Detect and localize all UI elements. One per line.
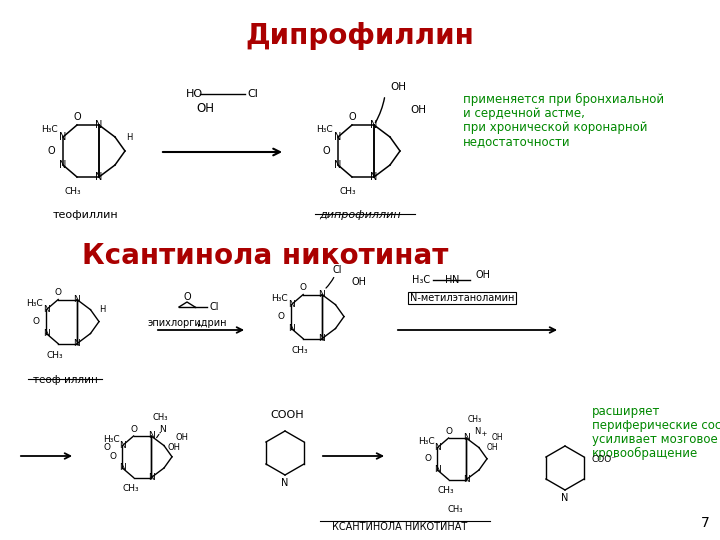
Text: CH₃: CH₃ [47, 351, 63, 360]
Text: HO: HO [186, 89, 203, 99]
Text: при хронической коронарной: при хронической коронарной [463, 121, 647, 134]
Text: N: N [148, 431, 155, 441]
Text: CH₃: CH₃ [122, 484, 139, 494]
Text: H: H [126, 132, 132, 141]
Text: Ксантинола никотинат: Ксантинола никотинат [82, 242, 448, 270]
Text: O: O [445, 427, 452, 436]
Text: N: N [59, 160, 67, 170]
Text: H₃C: H₃C [418, 437, 434, 447]
Text: и сердечной астме,: и сердечной астме, [463, 107, 585, 120]
Text: N: N [434, 443, 441, 452]
Text: OH: OH [487, 443, 499, 453]
Text: OH: OH [352, 277, 367, 287]
Text: Cl: Cl [332, 265, 342, 275]
Text: CH₃: CH₃ [152, 414, 168, 422]
Text: OH: OH [475, 270, 490, 280]
Text: O: O [183, 292, 191, 302]
Text: N: N [318, 290, 325, 299]
Text: OH: OH [168, 443, 181, 453]
Text: ▸: ▸ [198, 322, 202, 328]
Text: дипрофиллин: дипрофиллин [319, 210, 401, 220]
Text: O: O [55, 288, 62, 297]
Text: Cl: Cl [209, 302, 218, 312]
Text: N: N [282, 478, 289, 488]
Text: теофиллин: теофиллин [52, 210, 118, 220]
Text: N-метилэтаноламин: N-метилэтаноламин [410, 293, 514, 303]
Text: OH: OH [410, 105, 426, 115]
Text: O: O [109, 453, 117, 461]
Text: N: N [119, 441, 126, 450]
Text: COOH: COOH [270, 410, 304, 420]
Text: N: N [73, 339, 80, 348]
Text: H₃C: H₃C [41, 125, 58, 134]
Text: CH₃: CH₃ [340, 186, 356, 195]
Text: H₃C: H₃C [271, 294, 288, 303]
Text: N: N [119, 463, 126, 472]
Text: H₃C: H₃C [103, 435, 120, 444]
Text: N: N [370, 120, 378, 130]
Text: OH: OH [390, 82, 406, 92]
Text: N: N [288, 300, 294, 309]
Text: COO⁻: COO⁻ [591, 456, 616, 464]
Text: N: N [370, 172, 378, 182]
Text: N: N [73, 295, 80, 304]
Text: периферические сосуды,: периферические сосуды, [592, 419, 720, 432]
Text: N: N [463, 434, 469, 442]
Text: N: N [59, 132, 67, 142]
Text: N: N [334, 160, 342, 170]
Text: H: H [99, 305, 106, 314]
Text: КСАНТИНОЛА НИКОТИНАТ: КСАНТИНОЛА НИКОТИНАТ [333, 522, 467, 532]
Text: +: + [477, 431, 487, 437]
Text: OH: OH [196, 103, 214, 116]
Text: O: O [348, 112, 356, 122]
Text: недостаточности: недостаточности [463, 135, 571, 148]
Text: кровообращение: кровообращение [592, 447, 698, 460]
Text: O: O [32, 317, 40, 326]
Text: O: O [130, 425, 137, 434]
Text: OH: OH [175, 433, 188, 442]
Text: N: N [148, 473, 155, 482]
Text: O: O [104, 443, 110, 453]
Text: N: N [95, 172, 103, 182]
Text: N: N [334, 132, 342, 142]
Text: H: H [445, 275, 452, 285]
Text: расширяет: расширяет [592, 405, 660, 418]
Text: Дипрофиллин: Дипрофиллин [246, 22, 474, 50]
Text: O: O [48, 146, 55, 156]
Text: N: N [318, 334, 325, 343]
Text: N: N [434, 465, 441, 475]
Text: N: N [463, 475, 469, 484]
Text: теоф иллин: теоф иллин [32, 375, 97, 385]
Text: CH₃: CH₃ [437, 487, 454, 495]
Text: N: N [95, 120, 103, 130]
Text: применяется при бронхиальной: применяется при бронхиальной [463, 93, 664, 106]
Text: CH₃: CH₃ [468, 415, 482, 424]
Text: CH₃: CH₃ [447, 505, 463, 515]
Text: N: N [452, 275, 459, 285]
Text: CH₃: CH₃ [65, 186, 81, 195]
Text: O: O [322, 146, 330, 156]
Text: OH: OH [492, 434, 503, 442]
Text: N: N [158, 426, 166, 435]
Text: O: O [73, 112, 81, 122]
Text: H₃C: H₃C [315, 125, 333, 134]
Text: O: O [424, 454, 431, 463]
Text: N: N [43, 329, 50, 338]
Text: N: N [562, 493, 569, 503]
Text: N: N [288, 324, 294, 333]
Text: O: O [300, 283, 307, 292]
Text: Cl: Cl [247, 89, 258, 99]
Text: N: N [43, 305, 50, 314]
Text: эпихлоргидрин: эпихлоргидрин [148, 318, 227, 328]
Text: H₃C: H₃C [26, 299, 42, 308]
Text: 7: 7 [701, 516, 710, 530]
Text: N: N [474, 427, 480, 435]
Text: усиливает мозговое: усиливает мозговое [592, 433, 718, 446]
Text: CH₃: CH₃ [292, 346, 308, 355]
Text: H₃C: H₃C [412, 275, 430, 285]
Text: O: O [278, 312, 284, 321]
